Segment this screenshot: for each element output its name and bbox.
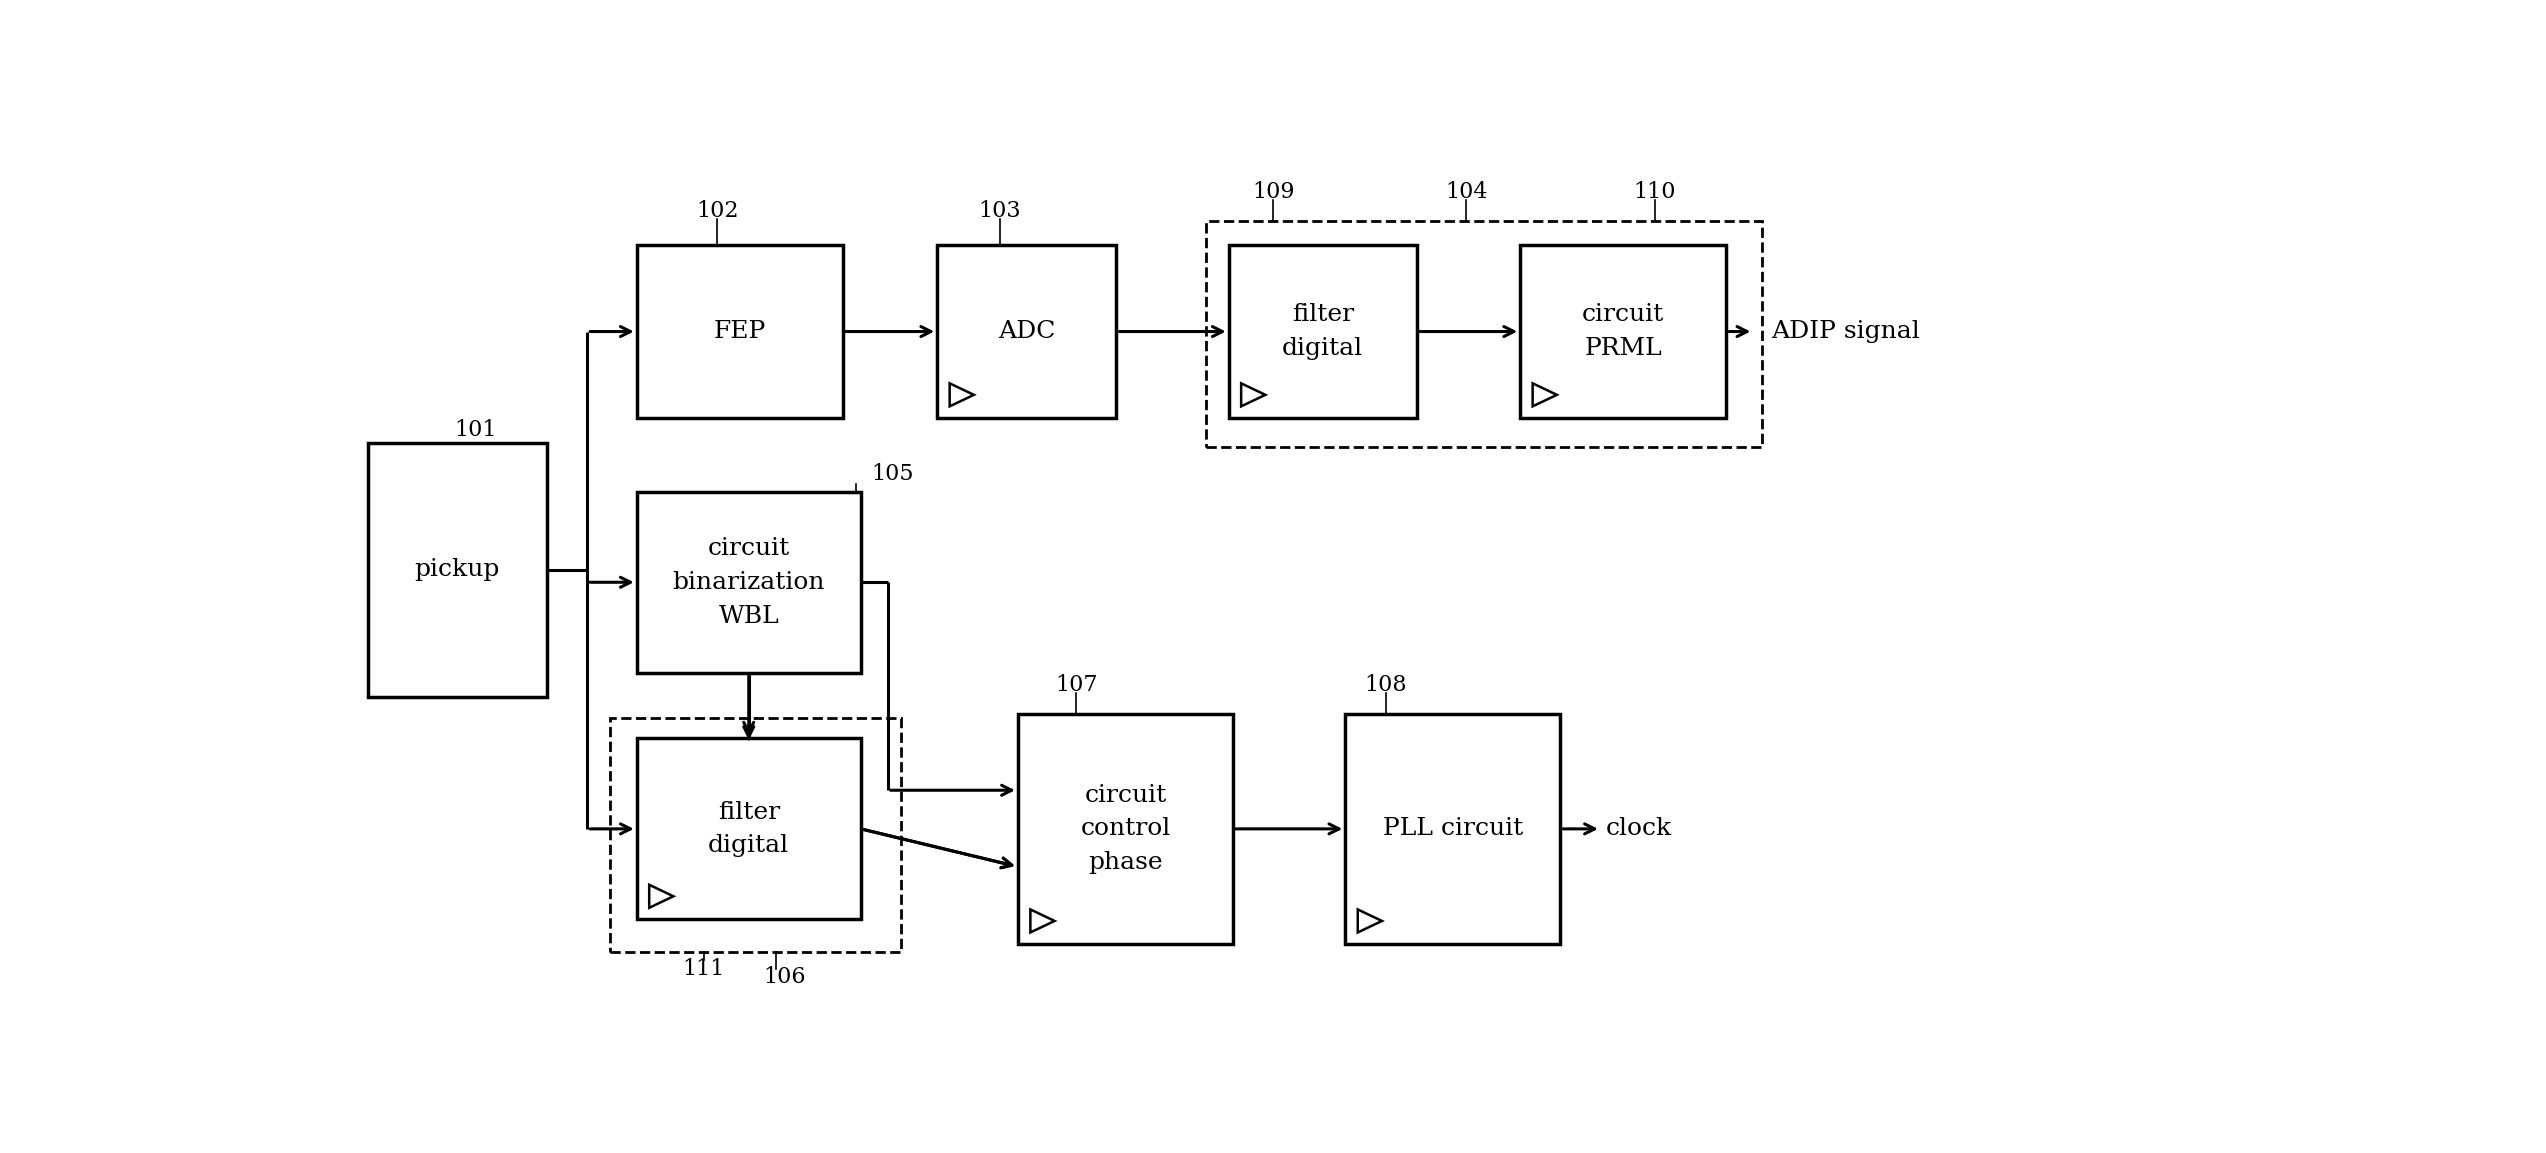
Bar	[636, 492, 861, 672]
Text: ADC: ADC	[998, 321, 1057, 344]
Text: circuit: circuit	[708, 537, 789, 560]
Text: circuit: circuit	[1085, 784, 1166, 807]
Text: 102: 102	[695, 199, 738, 221]
Bar	[1344, 714, 1561, 944]
Text: filter: filter	[718, 800, 779, 823]
Text: circuit: circuit	[1581, 303, 1665, 326]
Text: 104: 104	[1446, 181, 1487, 203]
Text: 103: 103	[978, 199, 1021, 221]
Text: digital: digital	[1283, 337, 1362, 360]
Text: 107: 107	[1054, 675, 1097, 696]
Bar	[937, 246, 1118, 417]
Text: control: control	[1080, 817, 1171, 841]
Text: 110: 110	[1635, 181, 1675, 203]
Text: 106: 106	[764, 966, 807, 988]
Text: digital: digital	[708, 835, 789, 857]
Text: filter: filter	[1291, 303, 1354, 326]
Bar	[636, 246, 843, 417]
Text: 101: 101	[453, 420, 496, 442]
Text: 111: 111	[682, 958, 726, 980]
Bar	[636, 738, 861, 919]
Text: WBL: WBL	[718, 604, 779, 627]
Text: pickup: pickup	[415, 558, 499, 581]
Bar	[1018, 714, 1232, 944]
Text: ADIP signal: ADIP signal	[1772, 321, 1920, 344]
Text: FEP: FEP	[713, 321, 766, 344]
Text: 109: 109	[1253, 181, 1296, 203]
Text: binarization: binarization	[672, 571, 825, 594]
Bar	[608, 718, 901, 952]
Bar	[1207, 220, 1762, 446]
Text: 105: 105	[871, 462, 914, 484]
Text: clock: clock	[1607, 817, 1673, 841]
Bar	[367, 443, 547, 698]
Text: PRML: PRML	[1584, 337, 1663, 360]
Text: PLL circuit: PLL circuit	[1382, 817, 1523, 841]
Bar	[1520, 246, 1726, 417]
Bar	[1230, 246, 1418, 417]
Text: phase: phase	[1087, 851, 1164, 874]
Text: 108: 108	[1365, 675, 1408, 696]
